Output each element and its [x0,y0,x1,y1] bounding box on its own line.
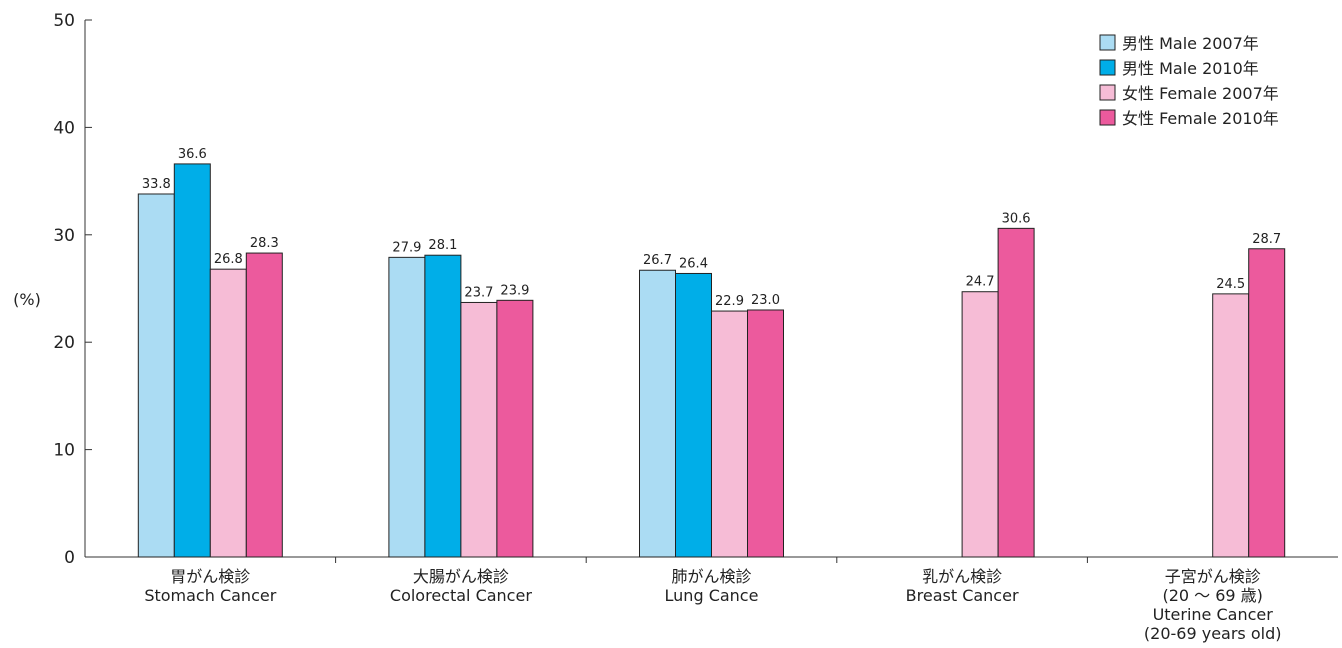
data-label: 22.9 [715,294,744,309]
y-axis-unit: (%) [13,290,41,309]
y-tick-label: 40 [53,118,75,138]
bar [997,227,1035,558]
data-label: 33.8 [142,177,171,192]
bar [424,254,462,558]
legend-swatch [1099,109,1116,126]
data-label: 26.7 [643,253,672,268]
category-label: 肺がん検診 [671,567,751,586]
category-label: 大腸がん検診 [413,567,509,586]
legend-swatch [1099,84,1116,101]
legend-label: 女性 Female 2007年 [1122,84,1279,103]
data-label: 23.0 [751,293,780,308]
bar [639,269,676,558]
data-label: 23.7 [464,285,493,300]
bar [1248,248,1286,558]
bar [711,310,748,558]
bar [173,163,211,558]
bar [388,256,426,558]
category-label: Lung Cance [665,586,759,605]
bar [496,299,534,558]
bar [961,291,999,558]
y-tick-label: 0 [64,548,75,568]
legend-label: 男性 Male 2007年 [1122,34,1259,53]
y-tick-label: 30 [53,226,75,246]
data-label: 23.9 [500,283,529,298]
y-tick-label: 20 [53,333,75,353]
data-label: 30.6 [1002,211,1031,226]
category-label: 子宮がん検診 [1165,567,1261,586]
category-label: (20 ～ 69 歳) [1162,586,1262,605]
data-label: 28.7 [1252,232,1281,247]
data-label: 36.6 [178,147,207,162]
bar [245,252,283,558]
category-label: (20-69 years old) [1144,624,1282,643]
y-tick-label: 10 [53,441,75,461]
bar [675,272,712,558]
bar [137,193,175,558]
category-label: Stomach Cancer [144,586,276,605]
category-label: Colorectal Cancer [390,586,532,605]
data-label: 28.3 [250,236,279,251]
data-label: 26.8 [214,252,243,267]
bar [1212,293,1250,558]
data-label: 27.9 [392,240,421,255]
legend-label: 男性 Male 2010年 [1122,59,1259,78]
category-label: 乳がん検診 [922,567,1002,586]
category-label: 胃がん検診 [170,567,250,586]
data-label: 28.1 [428,238,457,253]
category-label: Uterine Cancer [1153,605,1274,624]
data-label: 24.7 [966,275,995,290]
data-label: 26.4 [679,256,708,271]
y-tick-label: 50 [53,11,75,31]
bar [460,301,498,558]
bar [209,268,247,558]
legend-label: 女性 Female 2010年 [1122,109,1279,128]
bar [747,309,784,558]
legend-swatch [1099,34,1116,51]
legend-swatch [1099,59,1116,76]
data-label: 24.5 [1216,277,1245,292]
category-label: Breast Cancer [906,586,1019,605]
